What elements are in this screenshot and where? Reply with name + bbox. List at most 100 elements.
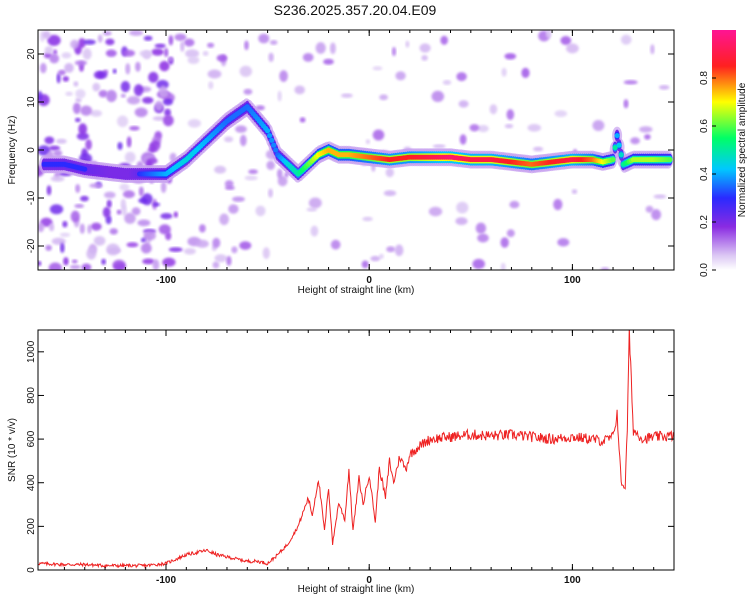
spectrogram-noise-blob: [50, 175, 65, 182]
spectrogram-noise-blob: [42, 30, 51, 39]
spectrogram-noise-blob: [372, 66, 383, 71]
top-x-axis-label: Height of straight line (km): [298, 285, 415, 296]
spectrogram-noise-blob: [268, 188, 273, 198]
spectrogram-noise-blob: [49, 53, 60, 64]
spectrogram-noise-blob: [143, 230, 156, 241]
spectrogram-heatmap: [38, 30, 674, 270]
spectrogram-noise-blob: [121, 204, 127, 216]
spectrogram-noise-blob: [341, 93, 353, 98]
spectrogram-noise-blob: [40, 62, 47, 74]
spectrogram-noise-blob: [49, 223, 55, 232]
spectrogram-noise-blob: [477, 125, 489, 133]
spectrogram-noise-blob: [80, 105, 93, 116]
colorbar-label: Normalized spectral amplitude: [737, 82, 748, 217]
top-y-tick-label: -20: [26, 238, 37, 253]
spectrogram-noise-blob: [199, 224, 206, 233]
spectrogram-noise-blob: [164, 47, 169, 58]
spectrogram-noise-blob: [85, 139, 92, 151]
spectrogram-noise-blob: [122, 190, 135, 199]
spectrogram-noise-blob: [527, 124, 542, 132]
spectrogram-noise-blob: [93, 236, 106, 246]
spectrogram-noise-blob: [509, 200, 520, 209]
spectrogram-noise-blob: [269, 40, 278, 45]
spectrogram-noise-blob: [125, 63, 131, 75]
spectrogram-ridge-cell: [265, 128, 271, 134]
top-y-tick-label: 20: [26, 48, 37, 60]
colorbar-tick-label: 0.6: [699, 119, 710, 133]
spectrogram-noise-blob: [154, 100, 163, 112]
spectrogram-noise-blob: [214, 165, 227, 174]
spectrogram-noise-blob: [156, 79, 169, 90]
spectrogram-noise-blob: [65, 91, 73, 97]
spectrogram-noise-blob: [553, 198, 563, 211]
spectrogram-noise-blob: [277, 168, 283, 179]
spectrogram-noise-blob: [152, 259, 160, 270]
spectrogram-noise-blob: [133, 84, 144, 97]
spectrogram-noise-blob: [106, 243, 120, 256]
spectrogram-noise-blob: [86, 248, 97, 260]
spectrogram-noise-blob: [159, 60, 170, 72]
spectrogram-noise-blob: [658, 85, 670, 90]
bottom-y-tick-label: 200: [26, 518, 37, 535]
spectrogram-noise-blob: [152, 202, 161, 207]
spectrogram-noise-blob: [148, 71, 159, 83]
spectrogram-noise-blob: [174, 33, 187, 41]
spectrogram-noise-blob: [138, 197, 149, 204]
spectrogram-noise-blob: [64, 63, 74, 73]
spectrogram-noise-blob: [239, 241, 252, 250]
spectrogram-noise-blob: [75, 97, 82, 103]
spectrogram-noise-blob: [44, 46, 54, 54]
spectrogram-noise-blob: [151, 48, 164, 56]
spectrogram-noise-blob: [134, 107, 148, 118]
spectrogram-noise-blob: [560, 36, 572, 45]
spectrogram-noise-blob: [140, 242, 152, 254]
spectrogram-noise-blob: [231, 246, 238, 254]
spectrogram-noise-blob: [504, 124, 514, 129]
spectrogram-noise-blob: [504, 53, 517, 60]
spectrogram-noise-blob: [52, 49, 58, 55]
top-x-tick-label: 100: [564, 275, 581, 286]
spectrogram-noise-blob: [645, 205, 654, 213]
spectrogram-noise-blob: [49, 204, 64, 215]
spectrogram-noise-blob: [160, 213, 173, 220]
spectrogram-noise-blob: [56, 73, 61, 84]
spectrogram-noise-blob: [97, 34, 103, 43]
spectrogram-noise-blob: [235, 125, 247, 133]
spectrogram-noise-blob: [90, 110, 102, 117]
spectrogram-noise-blob: [135, 61, 141, 72]
spectrogram-noise-blob: [566, 43, 579, 54]
spectrogram-ridge-cell: [616, 142, 622, 148]
spectrogram-noise-blob: [571, 189, 578, 195]
spectrogram-noise-blob: [458, 100, 469, 108]
bottom-y-axis-label: SNR (10 * v/v): [7, 418, 18, 482]
spectrogram-noise-blob: [109, 228, 118, 235]
bottom-y-tick-label: 1000: [26, 340, 37, 363]
spectrogram-noise-blob: [75, 89, 86, 99]
spectrogram-noise-blob: [122, 49, 135, 57]
spectrogram-noise-blob: [592, 120, 605, 131]
spectrogram-noise-blob: [129, 30, 144, 36]
spectrogram-noise-blob: [38, 90, 43, 101]
bottom-y-tick-label: 400: [26, 474, 37, 491]
spectrogram-noise-blob: [277, 90, 282, 102]
spectrogram-noise-blob: [239, 134, 247, 147]
spectrogram-noise-blob: [216, 54, 228, 62]
spectrogram-noise-blob: [623, 99, 629, 109]
spectrogram-noise-blob: [187, 56, 200, 64]
spectrogram-noise-blob: [46, 185, 52, 196]
spectrogram-noise-blob: [129, 126, 140, 131]
spectrogram-noise-blob: [506, 229, 515, 238]
spectrogram-noise-blob: [82, 48, 92, 60]
spectrogram-noise-blob: [93, 70, 105, 79]
spectrogram-noise-blob: [48, 145, 61, 151]
spectrogram-noise-blob: [226, 255, 232, 266]
colorbar-gradient: [712, 30, 736, 270]
spectrogram-noise-blob: [306, 207, 318, 212]
spectrogram-noise-blob: [456, 72, 467, 82]
spectrogram-noise-blob: [45, 244, 52, 251]
spectrogram-noise-blob: [56, 138, 67, 144]
bottom-y-tick-label: 600: [26, 430, 37, 447]
spectrogram-noise-blob: [119, 183, 130, 191]
spectrogram-noise-blob: [557, 238, 570, 247]
